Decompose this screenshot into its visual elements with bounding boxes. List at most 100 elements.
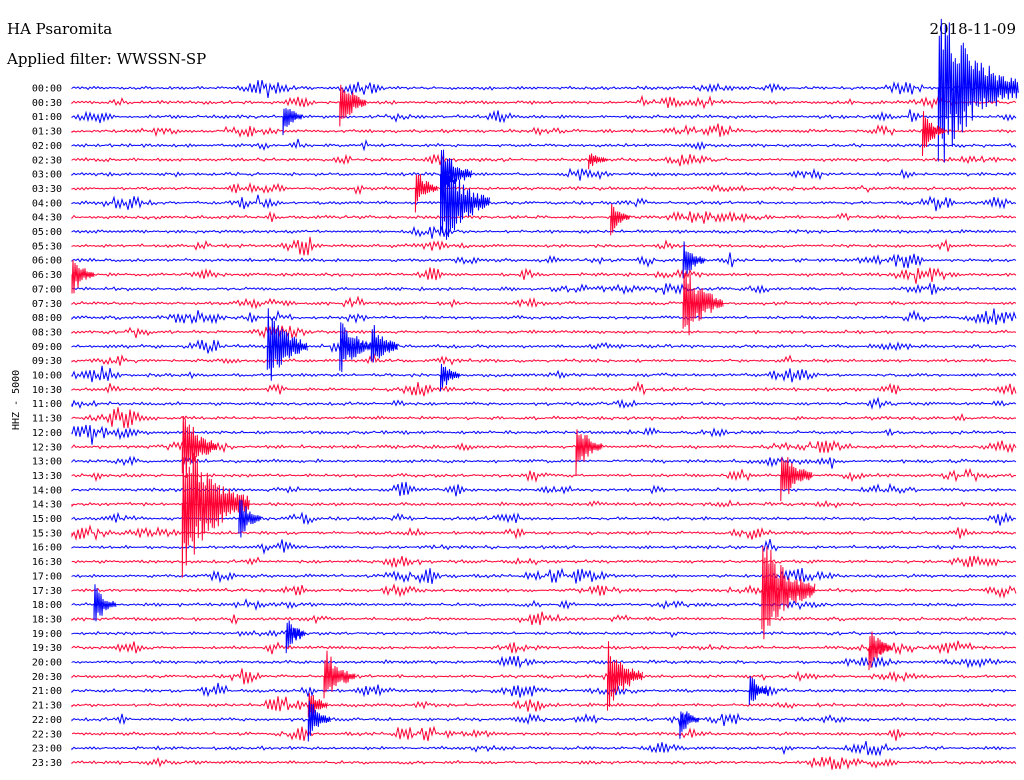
trace-row bbox=[71, 267, 1017, 284]
event-waveform bbox=[575, 429, 603, 476]
trace-row bbox=[71, 407, 1017, 429]
trace-row bbox=[71, 153, 1017, 167]
date-label: 2018-11-09 bbox=[929, 20, 1016, 38]
row-time-label: 18:00 bbox=[32, 600, 62, 611]
trace-row bbox=[71, 611, 1017, 626]
event-waveform bbox=[414, 174, 438, 213]
event-waveform bbox=[181, 452, 250, 578]
row-time-label: 01:30 bbox=[32, 127, 62, 138]
trace-row bbox=[71, 583, 1017, 599]
row-time-label: 18:30 bbox=[32, 614, 62, 625]
trace-row bbox=[71, 668, 1017, 685]
trace-row bbox=[71, 380, 1017, 397]
trace-row bbox=[71, 236, 1017, 256]
row-time-label: 20:30 bbox=[32, 672, 62, 683]
row-time-label: 21:30 bbox=[32, 701, 62, 712]
row-time-label: 02:30 bbox=[32, 155, 62, 166]
row-time-label: 05:30 bbox=[32, 241, 62, 252]
event-waveform bbox=[682, 272, 724, 336]
trace-row bbox=[71, 252, 1017, 269]
trace-row bbox=[71, 325, 1017, 340]
event-waveform bbox=[71, 259, 95, 294]
trace-row bbox=[71, 455, 1017, 469]
event-waveform bbox=[339, 84, 367, 127]
trace-row bbox=[71, 338, 1017, 354]
row-time-label: 14:00 bbox=[32, 485, 62, 496]
event-waveform bbox=[780, 457, 813, 502]
row-time-label: 03:00 bbox=[32, 170, 62, 181]
event-waveform bbox=[868, 631, 892, 671]
row-time-label: 03:30 bbox=[32, 184, 62, 195]
row-time-label: 16:30 bbox=[32, 557, 62, 568]
row-time-label: 02:00 bbox=[32, 141, 62, 152]
row-time-label: 15:30 bbox=[32, 528, 62, 539]
trace-row bbox=[71, 396, 1017, 410]
row-time-label: 21:00 bbox=[32, 686, 62, 697]
trace-row bbox=[71, 281, 1017, 296]
row-time-label: 12:30 bbox=[32, 442, 62, 453]
trace-row bbox=[71, 538, 1017, 555]
trace-row bbox=[71, 210, 1017, 224]
station-title: HA Psaromita bbox=[7, 20, 113, 38]
trace-row bbox=[71, 424, 1017, 445]
event-waveform bbox=[93, 584, 117, 622]
event-waveform bbox=[181, 415, 218, 479]
trace-row bbox=[71, 682, 1017, 698]
event-waveform bbox=[307, 693, 328, 718]
row-time-label: 23:00 bbox=[32, 744, 62, 755]
event-waveform bbox=[610, 203, 631, 236]
row-time-label: 07:00 bbox=[32, 284, 62, 295]
row-time-label: 04:00 bbox=[32, 198, 62, 209]
trace-row bbox=[71, 725, 1017, 742]
event-waveform bbox=[323, 650, 356, 699]
row-time-label: 14:30 bbox=[32, 500, 62, 511]
row-time-label: 04:30 bbox=[32, 213, 62, 224]
trace-row bbox=[71, 627, 1017, 641]
event-waveform bbox=[588, 153, 609, 170]
trace-row bbox=[71, 655, 1017, 669]
trace-row bbox=[71, 555, 1017, 569]
row-time-label: 20:00 bbox=[32, 658, 62, 669]
row-time-label: 19:30 bbox=[32, 643, 62, 654]
event-waveform bbox=[440, 150, 490, 240]
trace-row bbox=[71, 640, 1017, 656]
event-waveform bbox=[282, 108, 303, 136]
row-time-label: 15:00 bbox=[32, 514, 62, 525]
event-waveform bbox=[238, 499, 262, 538]
trace-row bbox=[71, 756, 1017, 770]
trace-row bbox=[71, 94, 1017, 110]
trace-row bbox=[71, 352, 1017, 366]
trace-row bbox=[71, 295, 1017, 310]
trace-row bbox=[71, 511, 1017, 526]
event-waveform bbox=[922, 111, 945, 157]
trace-row bbox=[71, 439, 1017, 454]
row-time-label: 09:00 bbox=[32, 342, 62, 353]
row-time-label: 00:30 bbox=[32, 98, 62, 109]
row-time-label: 08:30 bbox=[32, 327, 62, 338]
trace-row bbox=[71, 712, 1017, 728]
event-waveform bbox=[370, 324, 398, 363]
row-time-label: 22:30 bbox=[32, 729, 62, 740]
row-time-label: 00:00 bbox=[32, 84, 62, 95]
trace-row bbox=[71, 225, 1017, 239]
row-time-label: 16:00 bbox=[32, 543, 62, 554]
row-time-label: 09:30 bbox=[32, 356, 62, 367]
event-waveform bbox=[937, 18, 1019, 163]
row-time-label: 07:30 bbox=[32, 299, 62, 310]
row-time-label: 11:00 bbox=[32, 399, 62, 410]
event-marks bbox=[71, 18, 1019, 742]
row-time-label: 19:00 bbox=[32, 629, 62, 640]
trace-row bbox=[71, 308, 1017, 325]
trace-row bbox=[71, 524, 1017, 542]
event-waveform bbox=[266, 308, 308, 381]
filter-subtitle: Applied filter: WWSSN-SP bbox=[7, 50, 207, 68]
event-waveform bbox=[748, 676, 769, 705]
row-time-label: 13:30 bbox=[32, 471, 62, 482]
row-time-label: 17:00 bbox=[32, 571, 62, 582]
row-time-label: 22:00 bbox=[32, 715, 62, 726]
row-time-label: 13:00 bbox=[32, 457, 62, 468]
row-time-label: 06:30 bbox=[32, 270, 62, 281]
row-time-label: 17:30 bbox=[32, 586, 62, 597]
trace-row bbox=[71, 123, 1017, 138]
